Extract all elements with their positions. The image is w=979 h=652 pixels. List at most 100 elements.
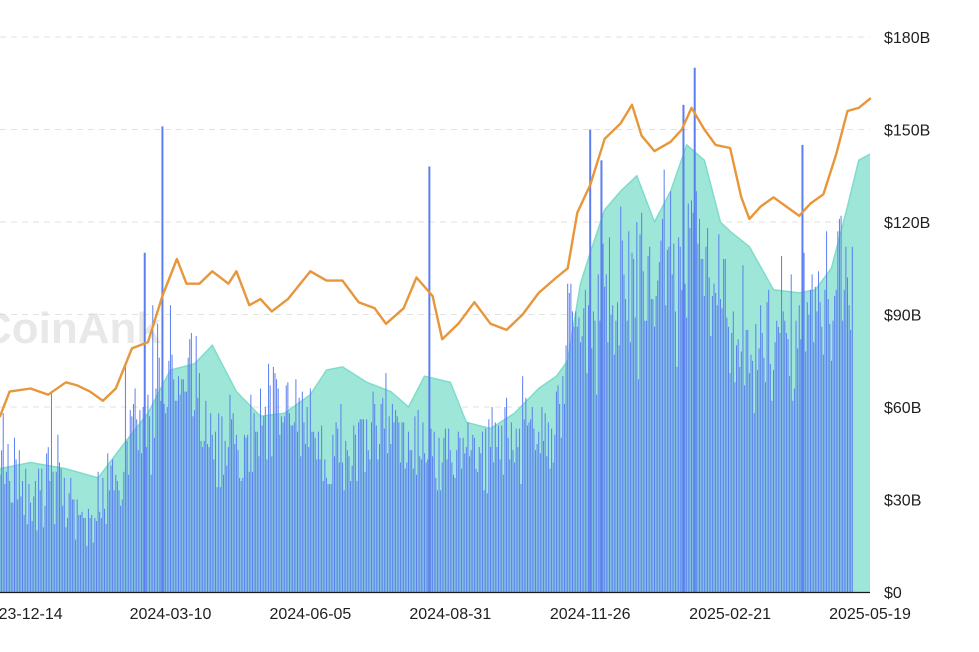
bar-158 [253, 413, 255, 592]
bar-399 [641, 212, 643, 593]
bar-123 [197, 397, 199, 593]
bar-234 [375, 425, 377, 592]
bar-113 [181, 379, 183, 593]
bar-340 [546, 456, 548, 592]
bar-495 [795, 320, 797, 592]
bar-496 [797, 348, 799, 592]
bar-163 [261, 425, 263, 592]
y-tick-label: $150B [884, 123, 930, 140]
bar-206 [330, 484, 332, 592]
bar-39 [62, 505, 64, 592]
bar-459 [737, 339, 739, 592]
bar-36 [57, 434, 59, 593]
bar-175 [280, 416, 282, 593]
bar-410 [658, 262, 660, 592]
bar-363 [583, 308, 585, 592]
bar-6 [9, 481, 11, 592]
bar-441 [708, 277, 710, 592]
bar-127 [203, 440, 205, 592]
bar-409 [657, 280, 659, 592]
bar-447 [718, 234, 720, 593]
bar-308 [494, 422, 496, 592]
bar-21 [33, 496, 35, 592]
bar-490 [787, 339, 789, 592]
bar-56 [89, 518, 91, 592]
bar-384 [617, 302, 619, 592]
bar-210 [337, 428, 339, 592]
bar-510 [819, 302, 821, 592]
bar-382 [613, 354, 615, 592]
bar-366 [588, 305, 590, 592]
bar-330 [530, 419, 532, 592]
bar-spike-0 [161, 126, 164, 593]
bar-464 [745, 329, 747, 592]
bar-111 [178, 376, 179, 592]
bar-266 [427, 459, 429, 592]
bar-515 [827, 299, 829, 592]
bar-357 [573, 326, 575, 592]
bar-28 [44, 505, 46, 592]
bar-292 [469, 456, 471, 592]
bar-162 [260, 388, 262, 592]
bar-99 [158, 357, 160, 592]
bar-370 [594, 320, 596, 592]
bar-41 [65, 527, 67, 593]
bar-500 [803, 252, 805, 593]
bar-32 [50, 391, 52, 592]
bar-505 [811, 274, 813, 592]
bar-230 [369, 459, 371, 592]
bar-129 [206, 444, 208, 592]
bar-408 [655, 296, 657, 592]
bar-87 [139, 410, 141, 592]
bar-530 [851, 246, 853, 592]
bar-137 [219, 487, 221, 592]
bar-165 [264, 407, 266, 592]
bar-361 [580, 342, 582, 593]
bar-446 [716, 305, 718, 592]
bar-454 [729, 373, 731, 592]
bar-498 [800, 339, 802, 592]
bar-291 [467, 422, 469, 592]
bar-142 [227, 447, 229, 592]
bar-511 [821, 326, 823, 592]
bar-96 [153, 437, 155, 592]
bar-335 [538, 431, 540, 592]
bar-310 [498, 425, 500, 592]
bar-332 [533, 428, 535, 592]
bar-421 [676, 366, 678, 592]
bar-521 [837, 231, 839, 593]
bar-187 [300, 456, 302, 592]
bar-514 [826, 231, 828, 593]
bar-427 [686, 317, 688, 592]
bar-14 [22, 481, 24, 592]
bar-450 [723, 259, 725, 592]
bar-380 [610, 314, 612, 592]
bar-221 [354, 434, 356, 593]
bar-208 [333, 456, 335, 592]
bar-11 [17, 499, 19, 592]
bar-131 [210, 413, 212, 592]
bar-227 [364, 471, 366, 593]
bar-98 [157, 323, 159, 593]
bar-282 [453, 474, 454, 592]
bar-344 [552, 462, 554, 592]
bar-251 [403, 422, 405, 592]
bar-48 [76, 499, 78, 592]
bar-428 [687, 203, 689, 592]
bar-174 [279, 434, 281, 593]
bar-30 [47, 447, 49, 592]
bar-spike-6 [693, 67, 696, 593]
bar-492 [790, 274, 792, 592]
bar-124 [198, 373, 200, 592]
bar-423 [679, 246, 681, 592]
bar-81 [129, 410, 131, 592]
bar-159 [255, 431, 257, 592]
bar-110 [176, 400, 178, 592]
bar-55 [87, 508, 89, 593]
bar-76 [121, 499, 123, 592]
watermark: CoinAnk [0, 304, 161, 353]
bar-439 [705, 246, 707, 592]
bar-393 [631, 252, 633, 593]
bar-148 [237, 450, 239, 592]
bar-spike-4 [600, 160, 603, 593]
